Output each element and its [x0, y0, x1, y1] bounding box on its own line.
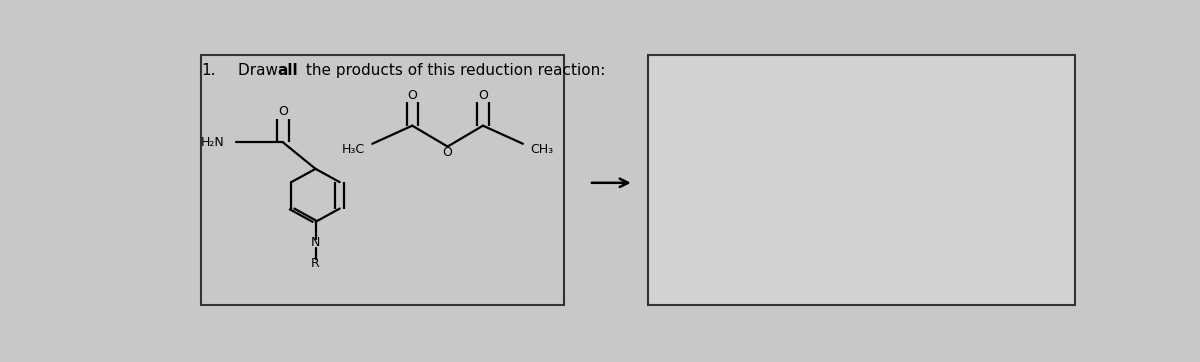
Text: the products of this reduction reaction:: the products of this reduction reaction:: [301, 63, 605, 78]
Text: R: R: [311, 257, 320, 270]
Text: O: O: [407, 88, 418, 101]
Text: H₂N: H₂N: [200, 136, 224, 149]
Text: all: all: [277, 63, 298, 78]
Text: O: O: [443, 146, 452, 159]
Text: 1.: 1.: [202, 63, 216, 78]
Bar: [202, 55, 564, 306]
Text: O: O: [478, 88, 488, 101]
Text: H₃C: H₃C: [342, 143, 365, 156]
Text: Draw: Draw: [239, 63, 283, 78]
Text: O: O: [278, 105, 288, 118]
Text: N: N: [311, 236, 320, 249]
Bar: [648, 55, 1075, 306]
Text: CH₃: CH₃: [530, 143, 553, 156]
